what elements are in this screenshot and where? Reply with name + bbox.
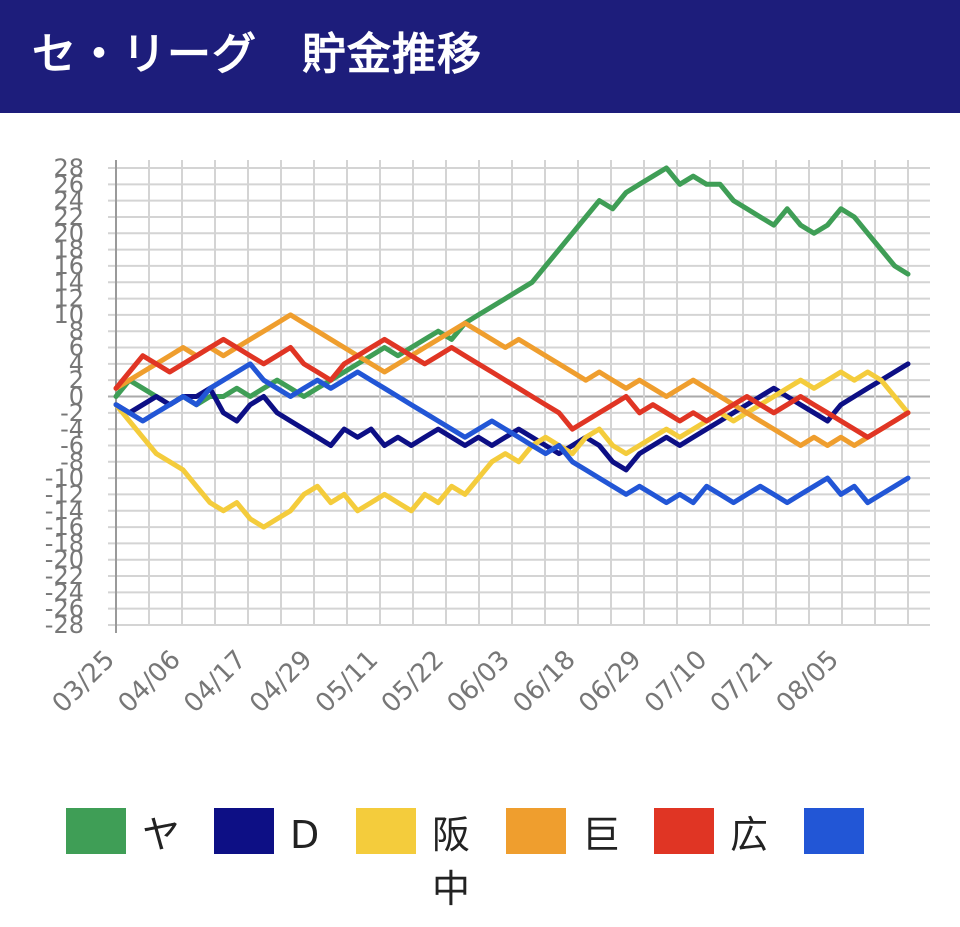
series-line-4 <box>113 336 911 440</box>
page-title: セ・リーグ 貯金推移 <box>32 29 482 80</box>
y-tick-label: 18 <box>53 236 84 264</box>
series-line-5 <box>113 361 911 506</box>
legend-swatch-ya <box>66 808 126 854</box>
y-tick-label: -24 <box>45 578 84 606</box>
legend-swatch-hanchu <box>356 808 416 854</box>
x-tick-label: 08/05 <box>771 645 845 719</box>
x-tick-label: 04/17 <box>178 645 252 719</box>
x-tick-label: 07/21 <box>705 645 779 719</box>
series-line-3 <box>113 312 911 448</box>
legend-label-hiro: 広 <box>730 813 769 857</box>
y-tick-label: -18 <box>45 529 84 557</box>
y-tick-label: 10 <box>53 301 84 329</box>
y-tick-label: 4 <box>69 350 84 378</box>
legend-label-hanchu: 阪中 <box>432 813 471 911</box>
chart-legend: ヤ D 阪中 巨 広 <box>0 800 960 927</box>
y-tick-label: 16 <box>53 252 84 280</box>
x-tick-label: 06/18 <box>507 645 581 719</box>
y-tick-label: 26 <box>53 170 84 198</box>
header-bar: セ・リーグ 貯金推移 <box>0 0 960 113</box>
y-tick-label: -22 <box>45 562 84 590</box>
y-tick-label: -26 <box>45 595 84 623</box>
y-tick-label: 6 <box>69 334 84 362</box>
y-tick-label: -14 <box>45 497 84 525</box>
legend-label-d: D <box>290 813 320 857</box>
y-tick-label: 12 <box>53 285 84 313</box>
y-tick-label: 8 <box>69 317 84 345</box>
x-tick-label: 06/03 <box>442 645 516 719</box>
legend-swatch-kyo <box>506 808 566 854</box>
x-tick-label: 04/06 <box>113 645 187 719</box>
line-chart: 2826242220181614121086420-2-4-6-8-10-12-… <box>45 154 930 719</box>
y-tick-label: 0 <box>69 383 84 411</box>
y-tick-label: -28 <box>45 611 84 639</box>
y-tick-label: 22 <box>53 203 84 231</box>
y-tick-label: 2 <box>69 366 84 394</box>
y-tick-label: -10 <box>45 464 84 492</box>
y-tick-label: 28 <box>53 154 84 182</box>
y-tick-label: -16 <box>45 513 84 541</box>
legend-label-ya: ヤ <box>142 813 181 857</box>
x-tick-label: 03/25 <box>47 645 121 719</box>
series-line-0 <box>113 165 911 408</box>
y-tick-label: -4 <box>60 415 84 443</box>
y-tick-label: -6 <box>60 431 84 459</box>
y-tick-label: 20 <box>53 219 84 247</box>
x-tick-label: 07/10 <box>639 645 713 719</box>
legend-swatch-blue <box>804 808 864 854</box>
x-tick-label: 05/22 <box>376 645 450 719</box>
y-tick-label: 14 <box>53 268 84 296</box>
y-tick-label: -20 <box>45 546 84 574</box>
y-tick-label: -2 <box>60 399 84 427</box>
legend-swatch-d <box>214 808 274 854</box>
y-tick-label: 24 <box>53 187 84 215</box>
y-tick-label: -8 <box>60 448 84 476</box>
x-tick-label: 04/29 <box>244 645 318 719</box>
series-line-2 <box>113 369 911 530</box>
legend-label-kyo: 巨 <box>582 813 621 857</box>
legend-swatch-hiro <box>654 808 714 854</box>
y-tick-label: -12 <box>45 480 84 508</box>
x-tick-label: 05/11 <box>310 645 384 719</box>
x-tick-label: 06/29 <box>573 645 647 719</box>
